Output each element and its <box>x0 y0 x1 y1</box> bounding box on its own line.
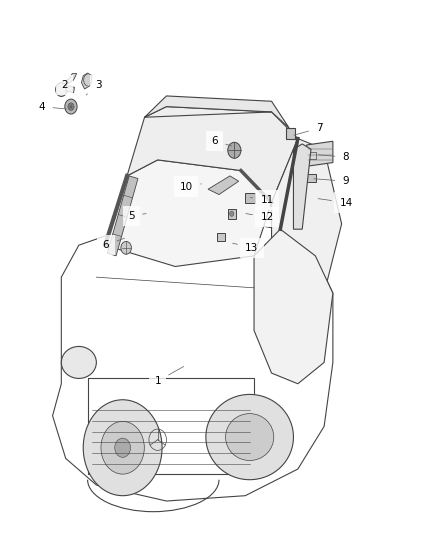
FancyBboxPatch shape <box>307 174 316 182</box>
FancyBboxPatch shape <box>245 193 255 203</box>
Polygon shape <box>254 229 333 384</box>
Polygon shape <box>208 176 239 195</box>
Polygon shape <box>81 73 92 89</box>
Text: 12: 12 <box>246 212 274 222</box>
Text: 13: 13 <box>233 243 258 253</box>
Text: 9: 9 <box>314 176 350 186</box>
Polygon shape <box>107 176 138 256</box>
Text: 3: 3 <box>86 80 102 95</box>
Ellipse shape <box>61 346 96 378</box>
Text: 8: 8 <box>318 152 350 162</box>
Polygon shape <box>66 85 74 93</box>
Polygon shape <box>105 160 272 266</box>
Polygon shape <box>272 139 342 304</box>
Circle shape <box>56 83 67 96</box>
Polygon shape <box>145 96 289 128</box>
Polygon shape <box>293 144 311 229</box>
Circle shape <box>228 142 241 158</box>
Circle shape <box>83 400 162 496</box>
FancyBboxPatch shape <box>286 128 295 139</box>
Text: 2: 2 <box>61 80 68 92</box>
Text: 11: 11 <box>250 195 274 205</box>
Circle shape <box>115 438 131 457</box>
Text: 4: 4 <box>38 102 67 111</box>
FancyBboxPatch shape <box>228 209 236 219</box>
Text: 6: 6 <box>102 238 124 250</box>
Polygon shape <box>127 107 298 203</box>
Ellipse shape <box>206 394 293 480</box>
Text: 6: 6 <box>211 136 232 146</box>
Circle shape <box>230 211 234 216</box>
Text: 14: 14 <box>318 198 353 207</box>
Circle shape <box>121 241 131 254</box>
Polygon shape <box>307 141 333 166</box>
Ellipse shape <box>226 414 274 461</box>
Circle shape <box>65 99 77 114</box>
Circle shape <box>101 421 145 474</box>
Text: 7: 7 <box>294 123 323 135</box>
Text: 10: 10 <box>180 182 201 191</box>
Circle shape <box>68 103 74 110</box>
Text: 1: 1 <box>154 367 184 386</box>
Polygon shape <box>65 74 77 84</box>
Text: 5: 5 <box>128 211 146 221</box>
FancyBboxPatch shape <box>217 233 225 241</box>
